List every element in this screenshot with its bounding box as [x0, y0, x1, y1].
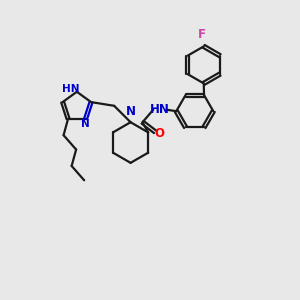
Text: HN: HN	[150, 103, 170, 116]
Text: N: N	[81, 119, 90, 129]
Text: F: F	[198, 28, 206, 41]
Text: N: N	[126, 105, 136, 118]
Text: HN: HN	[61, 84, 79, 94]
Text: O: O	[154, 127, 164, 140]
